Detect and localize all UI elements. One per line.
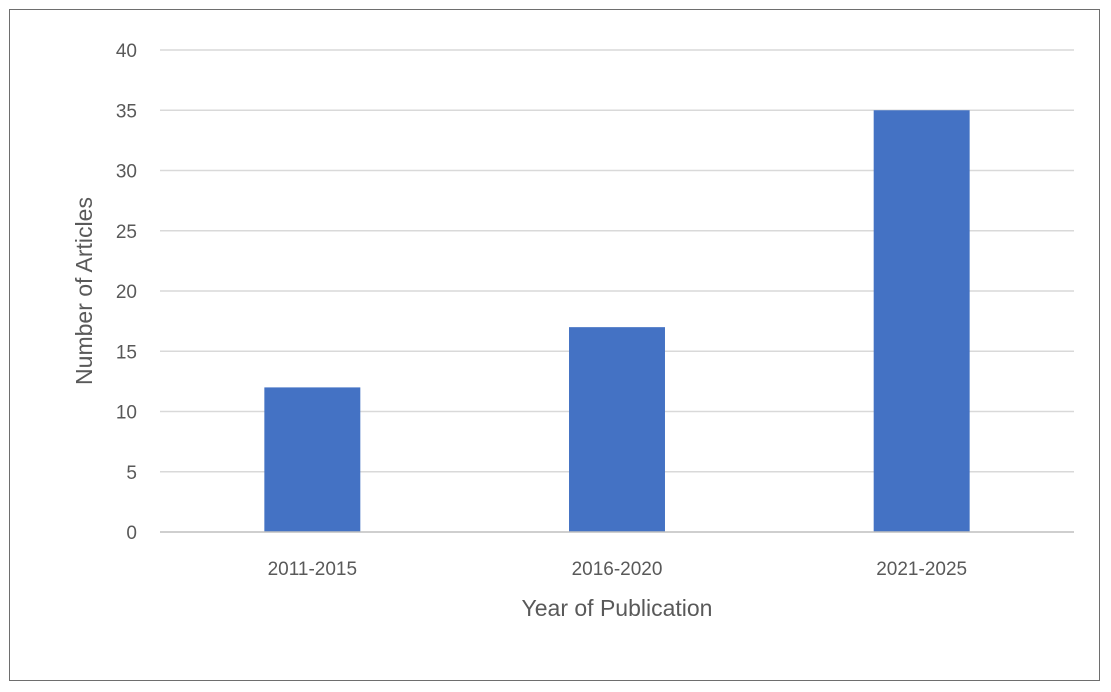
y-axis-title: Number of Articles bbox=[71, 197, 97, 385]
bar-2011-2015 bbox=[264, 387, 361, 532]
y-tick-label: 40 bbox=[116, 41, 137, 62]
bar-2016-2020 bbox=[569, 327, 665, 532]
y-tick-label: 5 bbox=[126, 463, 137, 484]
y-tick-label: 0 bbox=[126, 523, 137, 544]
y-tick-label: 10 bbox=[116, 403, 137, 424]
y-tick-label: 20 bbox=[116, 282, 137, 303]
x-tick-label: 2011-2015 bbox=[268, 559, 357, 580]
x-axis-title: Year of Publication bbox=[522, 595, 713, 621]
y-tick-label: 15 bbox=[116, 342, 137, 363]
y-tick-label: 35 bbox=[116, 101, 137, 122]
y-axis-ticks: 0 5 10 15 20 25 30 35 40 bbox=[116, 41, 137, 544]
bar-2021-2025 bbox=[873, 110, 970, 532]
bars bbox=[264, 110, 970, 532]
y-tick-label: 25 bbox=[116, 222, 137, 243]
y-tick-label: 30 bbox=[116, 162, 137, 183]
x-axis-ticks: 2011-2015 2016-2020 2021-2025 bbox=[268, 559, 967, 580]
x-tick-label: 2021-2025 bbox=[876, 559, 967, 580]
x-tick-label: 2016-2020 bbox=[572, 559, 663, 580]
